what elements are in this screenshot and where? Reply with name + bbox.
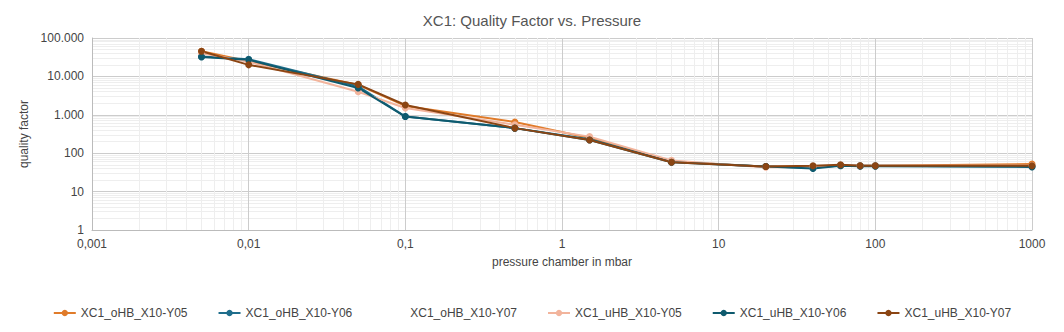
svg-text:XC1_uHB_X10-Y06: XC1_uHB_X10-Y06: [740, 306, 847, 320]
svg-text:1: 1: [559, 237, 566, 251]
svg-text:100: 100: [865, 237, 885, 251]
svg-text:100.000: 100.000: [41, 31, 85, 45]
svg-text:1000: 1000: [1019, 237, 1046, 251]
svg-text:10: 10: [712, 237, 726, 251]
svg-text:XC1_uHB_X10-Y07: XC1_uHB_X10-Y07: [904, 306, 1011, 320]
svg-text:0,01: 0,01: [237, 237, 261, 251]
svg-text:XC1_oHB_X10-Y05: XC1_oHB_X10-Y05: [81, 306, 188, 320]
svg-text:XC1_oHB_X10-Y07: XC1_oHB_X10-Y07: [410, 306, 517, 320]
svg-text:quality factor: quality factor: [17, 100, 31, 168]
svg-text:XC1_uHB_X10-Y05: XC1_uHB_X10-Y05: [575, 306, 682, 320]
svg-text:XC1: Quality Factor vs. Pressu: XC1: Quality Factor vs. Pressure: [423, 12, 641, 29]
svg-text:10: 10: [71, 185, 85, 199]
svg-text:1.000: 1.000: [54, 108, 84, 122]
svg-text:pressure chamber in mbar: pressure chamber in mbar: [492, 255, 632, 269]
svg-text:10.000: 10.000: [47, 69, 84, 83]
svg-text:XC1_oHB_X10-Y06: XC1_oHB_X10-Y06: [246, 306, 353, 320]
svg-text:1: 1: [77, 223, 84, 237]
svg-text:0,1: 0,1: [397, 237, 414, 251]
svg-text:100: 100: [64, 146, 84, 160]
svg-text:0,001: 0,001: [77, 237, 107, 251]
